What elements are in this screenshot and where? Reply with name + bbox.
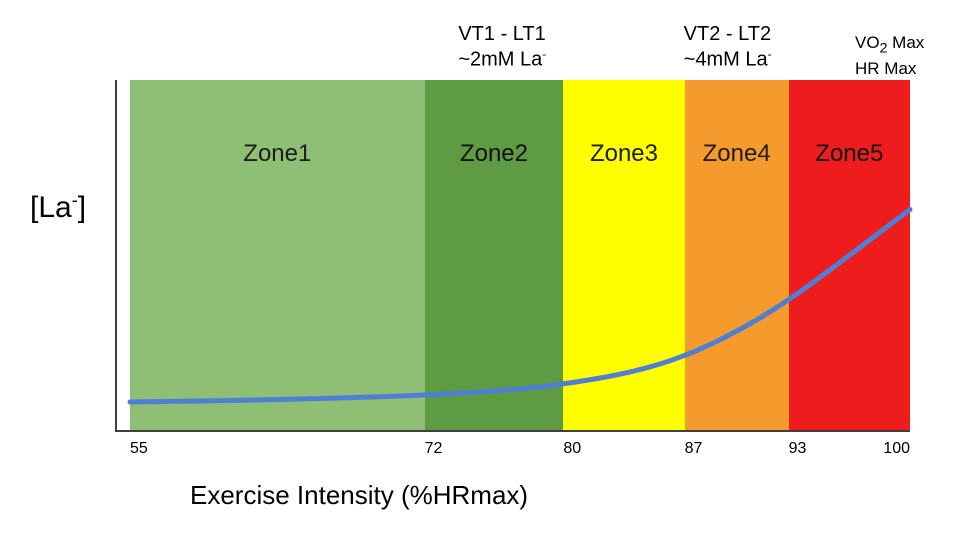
y-axis-label: [La-] (30, 190, 86, 225)
x-tick-80: 80 (563, 440, 581, 458)
threshold-annot-2-l1: VT2 - LT2 (684, 22, 772, 47)
y-axis-label-text: [La-] (30, 191, 86, 224)
x-tick-93: 93 (789, 440, 807, 458)
x-axis-label-text: Exercise Intensity (%HRmax) (190, 480, 528, 510)
max-annot: VO2 MaxHR Max (855, 32, 924, 79)
x-tick-72: 72 (425, 440, 443, 458)
threshold-annot-2-l2: ~4mM La- (684, 47, 772, 73)
x-tick-87: 87 (685, 440, 703, 458)
lactate-curve (130, 80, 950, 430)
max-annot-l2: HR Max (855, 58, 924, 79)
threshold-annot-1: VT1 - LT1~2mM La- (458, 22, 546, 73)
plot-area: Zone1Zone2Zone3Zone4Zone55572808793100VT… (130, 80, 910, 430)
x-axis-line (115, 430, 910, 432)
chart-stage: [La-] Zone1Zone2Zone3Zone4Zone5557280879… (0, 0, 960, 540)
x-axis-label: Exercise Intensity (%HRmax) (190, 480, 528, 511)
max-annot-l1: VO2 Max (855, 32, 924, 58)
threshold-annot-1-l1: VT1 - LT1 (458, 22, 546, 47)
threshold-annot-1-l2: ~2mM La- (458, 47, 546, 73)
threshold-annot-2: VT2 - LT2~4mM La- (684, 22, 772, 73)
x-tick-100: 100 (883, 440, 910, 458)
y-axis-line (115, 80, 117, 432)
lactate-curve-path (130, 210, 910, 403)
x-tick-55: 55 (130, 440, 148, 458)
